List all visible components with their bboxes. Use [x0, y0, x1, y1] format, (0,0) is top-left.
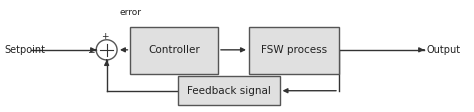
Text: Setpoint: Setpoint — [5, 45, 46, 55]
Text: +: + — [101, 32, 109, 41]
FancyBboxPatch shape — [130, 27, 218, 74]
FancyBboxPatch shape — [249, 27, 339, 74]
Text: Controller: Controller — [148, 45, 200, 55]
Text: error: error — [119, 8, 141, 17]
Text: Feedback signal: Feedback signal — [187, 86, 271, 96]
Text: Output: Output — [427, 45, 461, 55]
Text: FSW process: FSW process — [261, 45, 327, 55]
Text: −: − — [87, 47, 95, 56]
FancyBboxPatch shape — [178, 76, 280, 105]
